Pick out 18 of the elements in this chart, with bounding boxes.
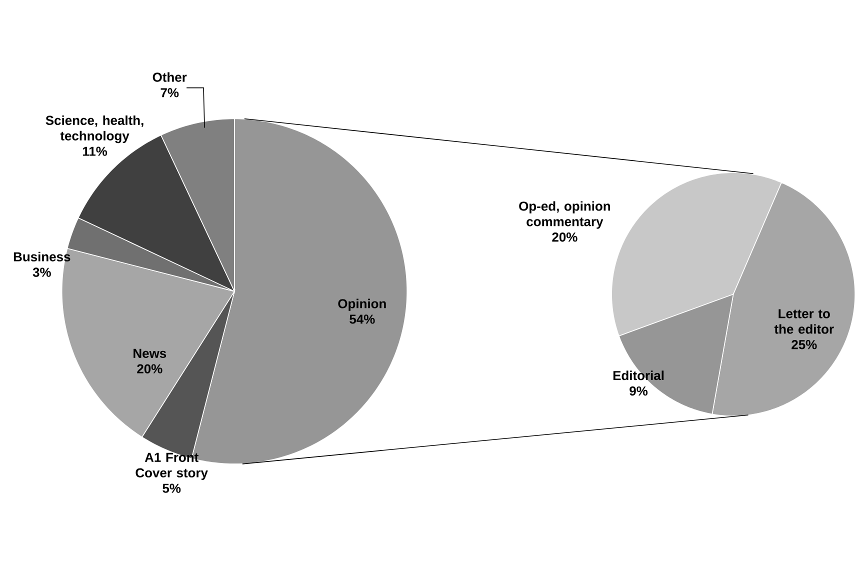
data-label: 25%	[792, 340, 817, 350]
slice-label: Opinion	[338, 298, 386, 312]
data-label: 9%	[630, 386, 648, 396]
data-label: 54%	[350, 314, 375, 324]
data-label: 11%	[82, 146, 108, 156]
data-label: 20%	[552, 232, 578, 242]
slice-label: News	[134, 349, 166, 358]
data-label: 7%	[160, 88, 179, 98]
slice-label: Editorial	[613, 370, 664, 380]
data-label: 3%	[32, 268, 51, 278]
data-label: 5%	[162, 484, 181, 494]
slice-label: Science, health, technology	[46, 116, 144, 144]
slice-label: Other	[152, 72, 187, 82]
slice-label: Op-ed, opinion commentary	[519, 201, 610, 229]
data-label: 20%	[137, 364, 162, 374]
slice-label: Letter to the editor	[774, 309, 834, 334]
slice-label: Business	[14, 252, 70, 262]
slice-label: A1 Front Cover story	[136, 453, 208, 480]
